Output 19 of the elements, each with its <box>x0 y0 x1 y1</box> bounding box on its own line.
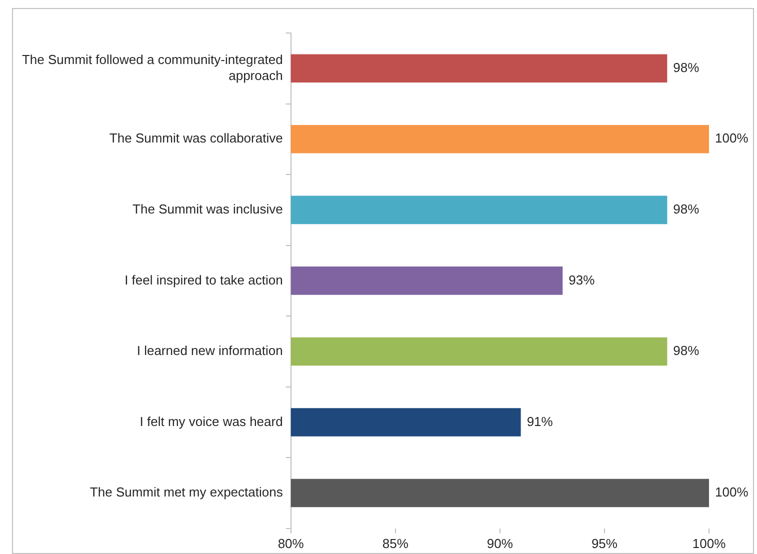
data-label: 98% <box>673 202 700 217</box>
y-tick-label: The Summit met my expectations <box>90 484 284 500</box>
data-label: 98% <box>673 343 700 358</box>
y-tick-label: The Summit was collaborative <box>109 130 283 146</box>
data-label: 91% <box>526 414 554 429</box>
x-tick-label: 85% <box>382 536 409 551</box>
y-tick-label: I feel inspired to take action <box>124 272 283 288</box>
x-tick-label: 100% <box>692 536 726 551</box>
data-label: 100% <box>715 130 749 146</box>
y-tick-label: I felt my voice was heard <box>140 414 283 429</box>
x-tick-label: 95% <box>591 536 618 551</box>
data-label: 100% <box>715 484 749 500</box>
data-label: 98% <box>673 60 700 75</box>
x-tick-label: 90% <box>486 536 514 551</box>
y-tick-label: The Summit was inclusive <box>132 202 283 217</box>
x-tick-label: 80% <box>278 536 304 551</box>
data-label: 93% <box>568 272 596 288</box>
y-tick-label: The Summit followed a community-integrated approach <box>22 52 283 83</box>
y-tick-label: I learned new information <box>136 343 283 358</box>
